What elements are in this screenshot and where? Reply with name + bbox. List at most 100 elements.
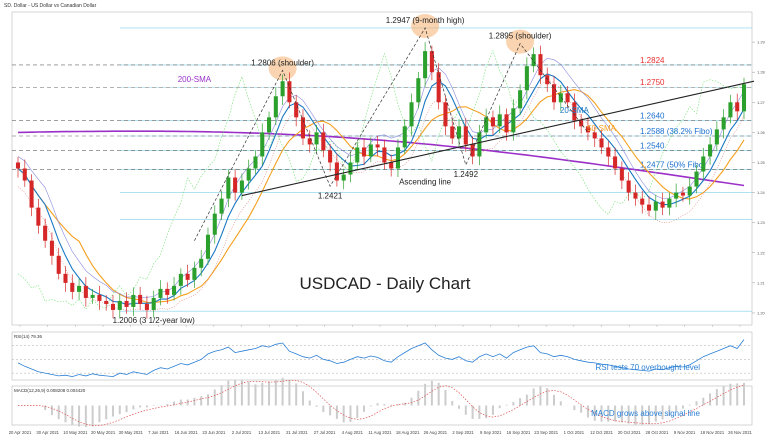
macd-histogram-bar bbox=[111, 405, 114, 417]
macd-histogram-bar bbox=[505, 404, 508, 406]
y-axis-tick-label: 1.20 bbox=[757, 310, 766, 315]
candle-body bbox=[172, 285, 177, 295]
macd-histogram-bar bbox=[132, 405, 135, 410]
macd-histogram-bar bbox=[607, 405, 610, 422]
macd-histogram-bar bbox=[600, 405, 603, 422]
candle-body bbox=[646, 204, 652, 211]
candle-body bbox=[443, 102, 448, 127]
peak-highlight bbox=[506, 29, 535, 54]
main-panel-frame bbox=[11, 11, 753, 326]
macd-histogram-bar bbox=[451, 401, 454, 406]
macd-panel-frame bbox=[11, 385, 753, 426]
candle-body bbox=[626, 180, 631, 193]
macd-histogram-bar bbox=[240, 380, 243, 406]
chart-annotation: 1.2895 (shoulder) bbox=[489, 32, 552, 41]
candle-body bbox=[382, 147, 387, 163]
macd-histogram-bar bbox=[247, 381, 250, 406]
x-axis-tick-label: 13 Jul 2021 bbox=[258, 430, 280, 435]
macd-histogram-bar bbox=[227, 380, 230, 406]
macd-histogram-bar bbox=[125, 405, 128, 413]
candle-body bbox=[741, 84, 747, 112]
candle-body bbox=[497, 114, 502, 127]
rsi-header: RSI(14) 79.36 bbox=[14, 334, 43, 339]
candle-body bbox=[287, 81, 292, 103]
macd-histogram-bar bbox=[50, 405, 53, 416]
macd-histogram-bar bbox=[261, 382, 264, 406]
macd-histogram-bar bbox=[254, 384, 257, 406]
macd-histogram-bar bbox=[349, 405, 352, 422]
candle-body bbox=[117, 300, 122, 310]
macd-histogram-bar bbox=[335, 405, 338, 419]
candle-body bbox=[22, 168, 27, 181]
macd-histogram-bar bbox=[661, 405, 664, 420]
macd-histogram-bar bbox=[736, 383, 739, 406]
candle-body bbox=[545, 75, 550, 85]
macd-histogram-bar bbox=[145, 405, 148, 408]
macd-histogram-bar bbox=[634, 405, 637, 425]
macd-histogram-bar bbox=[424, 383, 427, 406]
macd-histogram-bar bbox=[84, 405, 87, 428]
macd-histogram-bar bbox=[444, 390, 447, 406]
macd-histogram-bar bbox=[580, 405, 583, 413]
candle-body bbox=[83, 285, 88, 298]
x-axis-tick-label: 28 Oct 2021 bbox=[646, 430, 669, 435]
macd-histogram-bar bbox=[363, 405, 366, 412]
x-axis-tick-label: 11 Aug 2021 bbox=[368, 430, 392, 435]
macd-histogram-bar bbox=[301, 391, 304, 406]
candle-body bbox=[721, 117, 726, 130]
x-axis-tick-label: 21 Jul 2021 bbox=[286, 430, 308, 435]
level-label: 1.2588 (38.2% Fibo) bbox=[640, 127, 713, 136]
x-axis-tick-label: 18 Aug 2021 bbox=[396, 430, 420, 435]
candle-body bbox=[138, 294, 143, 304]
candle-body bbox=[735, 102, 740, 112]
macd-histogram-bar bbox=[322, 405, 325, 413]
candle-body bbox=[348, 162, 353, 175]
candle-body bbox=[151, 297, 156, 310]
macd-histogram-bar bbox=[722, 386, 725, 406]
candle-body bbox=[131, 294, 136, 307]
candle-body bbox=[253, 156, 258, 169]
level-label: 1.2824 bbox=[640, 56, 665, 65]
candle-body bbox=[524, 66, 529, 91]
peak-highlight bbox=[411, 13, 440, 38]
candle-body bbox=[29, 180, 34, 208]
candle-body bbox=[694, 171, 699, 187]
x-axis-tick-label: 1 Oct 2021 bbox=[564, 430, 585, 435]
macd-histogram-bar bbox=[553, 394, 556, 406]
macd-histogram-bar bbox=[57, 405, 60, 420]
pattern-zigzag bbox=[194, 27, 589, 241]
x-axis-tick-label: 10 May 2021 bbox=[63, 430, 88, 435]
candle-body bbox=[613, 156, 618, 169]
macd-histogram-bar bbox=[206, 394, 209, 406]
macd-histogram-bar bbox=[573, 405, 576, 411]
rsi-annotation: RSI tests 70 overbought level bbox=[595, 363, 700, 372]
candle-body bbox=[477, 132, 482, 157]
candle-body bbox=[558, 93, 563, 103]
macd-signal-line bbox=[18, 379, 745, 426]
macd-histogram-bar bbox=[186, 399, 189, 406]
x-axis-tick-label: 20 May 2021 bbox=[91, 430, 116, 435]
macd-histogram-bar bbox=[390, 404, 393, 406]
candle-body bbox=[436, 72, 441, 103]
candle-body bbox=[233, 177, 238, 193]
x-axis-tick-label: 18 Nov 2021 bbox=[700, 430, 724, 435]
macd-histogram-bar bbox=[139, 405, 142, 408]
chart-annotation: 1.2006 (3 1/2-year low) bbox=[113, 316, 196, 325]
chart-annotation: Ascending line bbox=[399, 178, 452, 187]
candle-body bbox=[660, 201, 665, 208]
macd-histogram-bar bbox=[315, 405, 318, 407]
macd-histogram-bar bbox=[702, 397, 705, 406]
candle-body bbox=[49, 240, 54, 256]
candle-body bbox=[463, 126, 468, 145]
candle-body bbox=[43, 225, 48, 241]
macd-annotation: MACD grows above signal line bbox=[591, 409, 700, 418]
macd-histogram-bar bbox=[478, 405, 481, 419]
candle-body bbox=[490, 117, 495, 127]
y-axis-tick-label: 1.23 bbox=[757, 220, 766, 225]
candle-body bbox=[90, 294, 95, 298]
y-axis-tick-label: 1.25 bbox=[757, 160, 766, 165]
candle-body bbox=[273, 96, 278, 118]
candle-body bbox=[205, 234, 211, 259]
macd-histogram-bar bbox=[274, 379, 277, 406]
